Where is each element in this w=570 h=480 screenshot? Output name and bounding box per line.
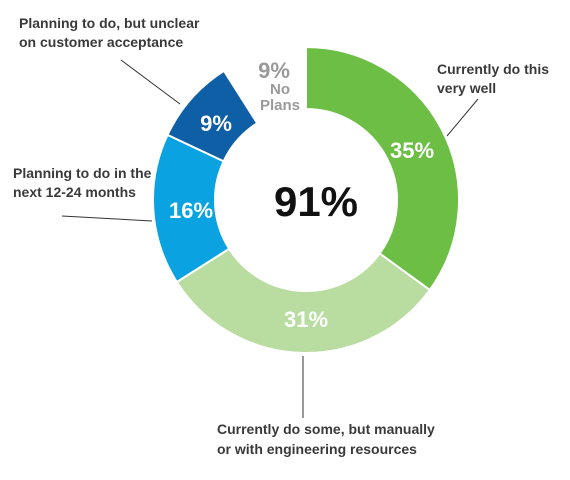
callout-unclear-line-1: Planning to do, but unclear [19, 15, 200, 31]
slice-very-well [305, 45, 460, 292]
slice-some-manual [175, 247, 432, 354]
slice-label-some-manual: 31% [284, 307, 328, 332]
no-plans-label-line-1: No [270, 81, 290, 98]
leader-line-12-24 [61, 215, 153, 222]
slice-label-very-well: 35% [390, 138, 434, 163]
callout-some-manual-line-2: or with engineering resources [217, 441, 417, 457]
callout-some-manual-line-1: Currently do some, but manually [217, 421, 435, 437]
center-value: 91% [274, 178, 358, 225]
callout-12-24-line-2: next 12-24 months [13, 184, 136, 200]
slice-label-unclear: 9% [200, 111, 232, 136]
no-plans-value: 9% [258, 58, 290, 83]
no-plans-label-line-2: Plans [260, 97, 300, 114]
callout-very-well-line-1: Currently do this [437, 61, 549, 77]
slice-no-plans [222, 45, 307, 125]
slice-label-12-24: 16% [169, 198, 213, 223]
leader-line-very-well [446, 98, 479, 137]
leader-line-unclear [120, 59, 181, 105]
callout-unclear-line-2: on customer acceptance [19, 34, 183, 50]
callout-very-well-line-2: very well [437, 80, 496, 96]
callout-12-24-line-1: Planning to do in the [13, 165, 152, 181]
